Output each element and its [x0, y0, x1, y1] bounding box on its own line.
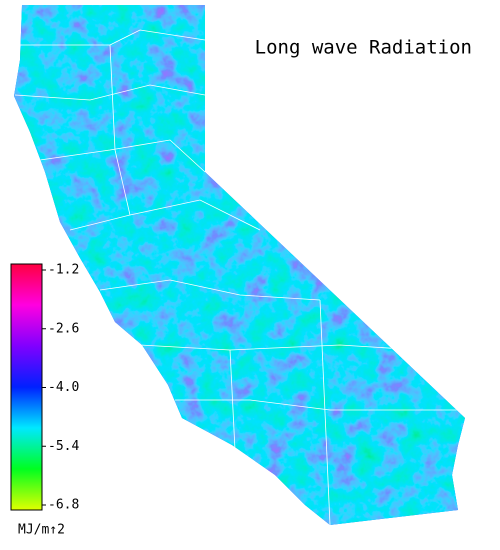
colorbar-tick-label: -6.8 — [48, 498, 79, 513]
colorbar-tick-label: -1.2 — [48, 263, 79, 278]
colorbar-tick-label: -4.0 — [48, 380, 79, 395]
map-title: Long wave Radiation — [255, 37, 472, 59]
colorbar-tick-label: -5.4 — [48, 439, 79, 454]
colorbar: -1.2 -2.6 -4.0 -5.4 -6.8 — [10, 263, 79, 513]
colorbar-tick-label: -2.6 — [48, 321, 79, 336]
colorbar-gradient — [10, 263, 43, 511]
colorbar-unit: MJ/m↑2 — [18, 523, 65, 538]
county-lines — [14, 29, 460, 525]
